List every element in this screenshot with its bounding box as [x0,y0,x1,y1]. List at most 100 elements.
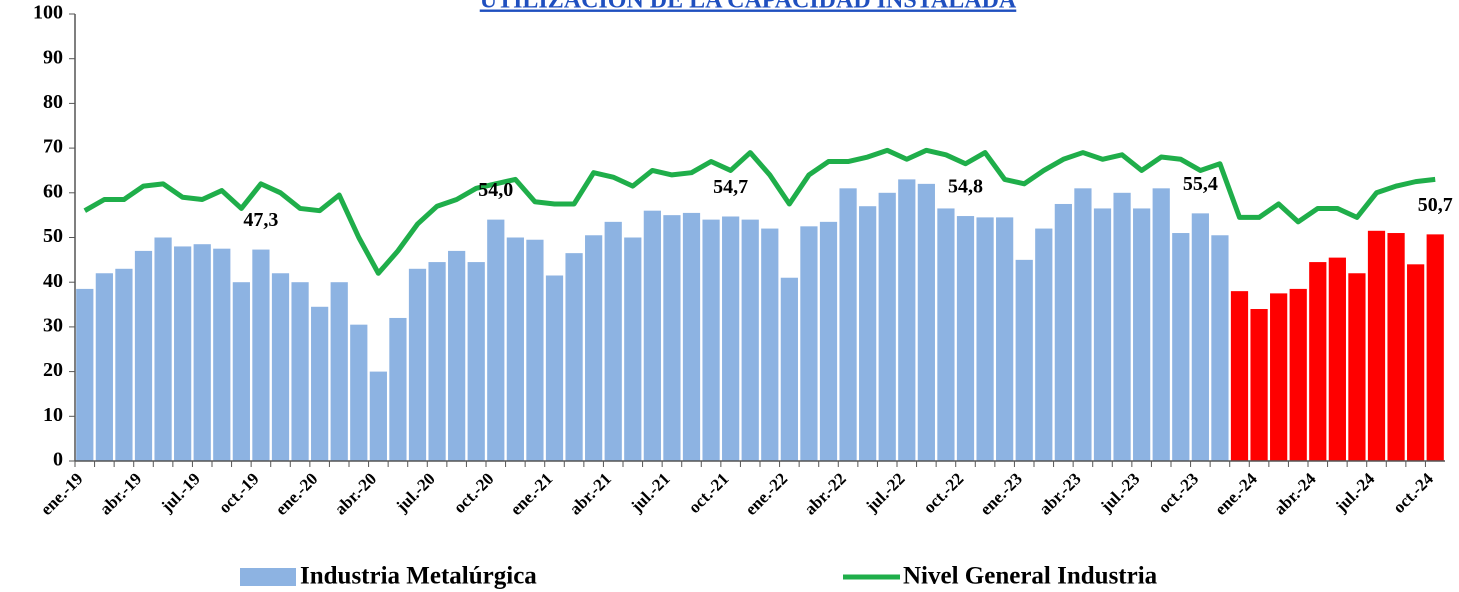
y-tick-label: 100 [33,2,63,24]
x-tick-label: oct.-23 [1154,469,1202,517]
x-tick-label: ene.-20 [272,469,322,519]
x-tick-label: jul.-21 [627,469,674,516]
x-tick-label: abr.-21 [566,469,615,518]
bar [878,192,896,462]
bar [898,179,916,461]
x-tick-label: ene.-23 [976,469,1026,519]
bar [154,237,172,461]
bar [1074,188,1092,461]
x-tick-label: abr.-19 [96,469,145,518]
bar [448,250,466,461]
x-tick-label: jul.-19 [157,469,204,516]
data-label: 54,7 [713,176,748,198]
x-tick-label: ene.-22 [741,469,791,519]
legend-label: Nivel General Industria [903,563,1158,590]
bar [859,206,877,461]
x-tick-label: oct.-24 [1389,469,1437,517]
data-label: 54,8 [948,176,983,198]
bar [565,253,583,461]
x-tick-label: jul.-22 [861,469,908,516]
bar [545,275,564,461]
bar [1172,233,1190,461]
y-tick-label: 80 [43,91,63,113]
x-tick-label: oct.-19 [215,469,263,517]
chart-title: UTILIZACIÓN DE LA CAPACIDAD INSTALADA [480,0,1017,14]
bar [624,237,642,461]
bar [174,246,192,461]
bar [408,268,427,461]
bar [1309,262,1327,461]
bar [996,217,1014,461]
bar [1015,259,1033,461]
bar [1230,291,1249,461]
y-tick-label: 70 [43,136,63,158]
bar [643,210,661,461]
bar [1407,264,1425,461]
bar [761,228,779,461]
x-tick-label: ene.-19 [37,469,87,519]
bar [682,212,701,461]
x-tick-label: jul.-23 [1096,469,1143,516]
bar [369,371,387,461]
data-label: 54,0 [478,179,513,201]
data-label: 47,3 [243,209,278,231]
x-tick-label: abr.-24 [1270,469,1320,519]
line [83,147,1436,276]
bar [604,221,622,461]
bar [819,221,838,461]
bar [487,219,505,461]
bar [1133,208,1151,461]
x-tick-label: abr.-23 [1035,469,1084,518]
bar [839,188,857,461]
bar [1191,213,1209,461]
bar [271,273,290,461]
x-tick-label: jul.-20 [392,469,439,516]
bar [1387,233,1405,461]
bar [76,288,94,461]
x-tick-label: jul.-24 [1331,469,1379,517]
bar [1426,234,1444,461]
bar [95,273,113,461]
data-label: 50,7 [1418,194,1453,216]
bar [917,183,935,462]
bar [1328,257,1346,461]
y-tick-label: 0 [53,449,63,471]
bar [1289,288,1307,461]
bar [1367,230,1386,461]
bar [330,282,348,461]
bar [702,219,720,461]
bar [1093,208,1112,461]
bar [213,248,231,461]
bar [956,216,975,461]
bar [585,235,603,461]
bar [193,244,211,461]
x-tick-label: ene.-21 [506,469,556,519]
x-tick-label: abr.-22 [800,469,849,518]
bar [467,262,485,461]
bar [428,262,446,461]
x-tick-label: oct.-22 [919,469,967,517]
x-tick-label: ene.-24 [1211,469,1261,519]
x-tick-label: abr.-20 [331,469,380,518]
bar [291,282,309,461]
bar [1270,293,1288,461]
bar [1211,235,1229,461]
bar [722,216,740,461]
y-tick-label: 40 [43,270,63,292]
bar [350,324,368,461]
bar [780,277,798,461]
x-tick-label: oct.-21 [685,469,733,517]
bar [1152,188,1170,461]
bar [311,306,329,461]
bar [1250,309,1268,461]
bar [252,249,270,461]
bar [800,226,818,461]
bar [526,239,544,461]
bar [976,217,994,461]
data-label: 55,4 [1183,173,1218,195]
y-tick-label: 20 [43,359,63,381]
y-tick-label: 10 [43,404,63,426]
y-tick-label: 30 [43,314,63,336]
legend-swatch [240,568,296,586]
